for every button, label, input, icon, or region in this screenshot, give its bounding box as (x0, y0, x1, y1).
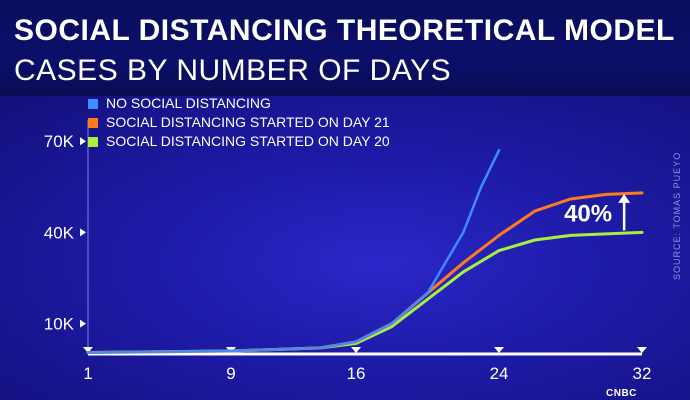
series-no-distancing-line (86, 149, 501, 354)
x-tick-mark (494, 347, 505, 353)
x-tick-label: 24 (490, 364, 509, 383)
legend-swatch-day-20 (88, 136, 98, 147)
y-tick-mark (80, 137, 86, 146)
legend: NO SOCIAL DISTANCING SOCIAL DISTANCING S… (88, 94, 390, 151)
network-logo: CNBC (606, 388, 637, 399)
plot-background (0, 96, 690, 400)
x-tick-mark (637, 347, 647, 353)
x-tick-label: 16 (347, 364, 366, 383)
legend-label: NO SOCIAL DISTANCING (106, 95, 271, 111)
series-day-21-line (86, 191, 644, 354)
legend-item: SOCIAL DISTANCING STARTED ON DAY 20 (88, 132, 390, 151)
legend-swatch-day-21 (88, 117, 98, 128)
legend-label: SOCIAL DISTANCING STARTED ON DAY 21 (106, 114, 390, 130)
y-tick-mark (80, 228, 86, 237)
legend-swatch-no-distancing (88, 98, 98, 109)
y-tick-label: 70K (44, 132, 75, 151)
annotation-label: 40% (564, 201, 612, 228)
x-tick-mark (351, 347, 362, 353)
x-tick-mark (83, 347, 93, 353)
y-tick-label: 40K (44, 223, 75, 242)
x-tick-label: 32 (633, 364, 652, 383)
legend-item: NO SOCIAL DISTANCING (88, 94, 390, 113)
x-tick-label: 9 (226, 364, 235, 383)
x-tick-label: 1 (83, 364, 92, 383)
legend-label: SOCIAL DISTANCING STARTED ON DAY 20 (106, 133, 390, 149)
chart-title: SOCIAL DISTANCING THEORETICAL MODEL (14, 14, 675, 47)
legend-item: SOCIAL DISTANCING STARTED ON DAY 21 (88, 113, 390, 132)
annotation-arrow-head (618, 193, 631, 203)
header: SOCIAL DISTANCING THEORETICAL MODEL CASE… (0, 0, 690, 96)
chart-subtitle: CASES BY NUMBER OF DAYS (14, 54, 452, 87)
source-credit: SOURCE: TOMAS PUEYO (672, 151, 682, 280)
series-day-20-line (86, 230, 644, 354)
y-tick-label: 10K (44, 315, 75, 334)
y-tick-mark (80, 319, 86, 328)
